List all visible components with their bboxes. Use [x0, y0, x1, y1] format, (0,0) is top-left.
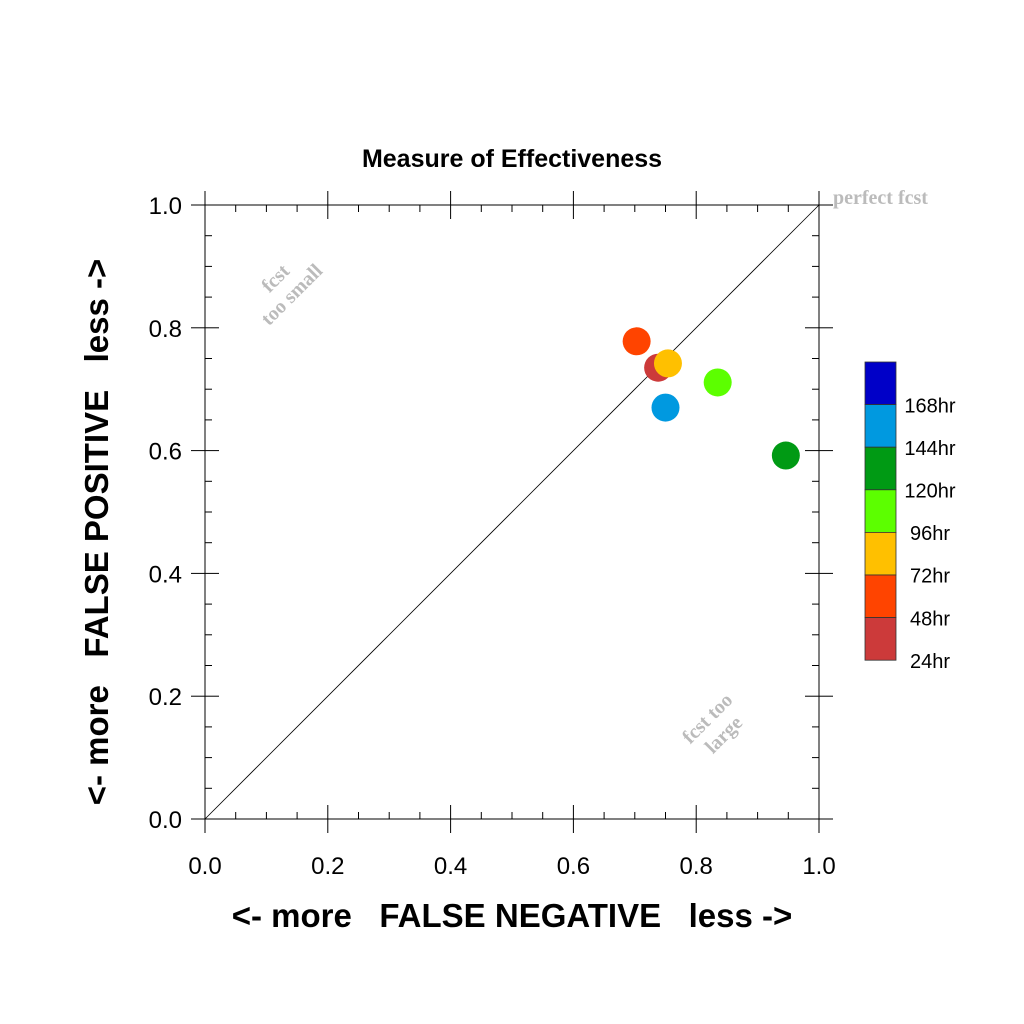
legend-swatch-120hr [864, 446, 897, 491]
legend-swatch-144hr [864, 404, 897, 448]
legend-label-96hr: 96hr [910, 523, 950, 545]
y-tick-label: 0.4 [149, 561, 182, 588]
point-120hr [771, 441, 800, 470]
y-tick-label: 1.0 [149, 193, 182, 220]
legend-label-168hr: 168hr [904, 395, 955, 417]
legend-label-72hr: 72hr [910, 566, 950, 588]
x-axis-label: <- more FALSE NEGATIVE less -> [232, 897, 793, 934]
legend-label-48hr: 48hr [910, 608, 950, 630]
legend-swatch-168hr [864, 361, 897, 405]
y-axis-label: <- more FALSE POSITIVE less -> [78, 259, 115, 806]
legend: 168hr 144hr 120hr 96hr 72hr 48hr 24hr [864, 361, 956, 673]
legend-swatch-96hr [864, 489, 897, 533]
chart-title: Measure of Effectiveness [362, 145, 662, 173]
point-72hr [653, 349, 682, 378]
x-tick-label: 1.0 [802, 853, 835, 880]
legend-swatch-72hr [864, 532, 897, 576]
point-48hr [622, 327, 651, 356]
x-tick-label: 0.6 [557, 853, 590, 880]
perfect-forecast-annotation: perfect fcst [833, 187, 928, 209]
x-tick-label: 0.8 [680, 853, 713, 880]
legend-label-120hr: 120hr [904, 481, 955, 503]
y-tick-label: 0.2 [149, 684, 182, 711]
legend-label-144hr: 144hr [904, 438, 955, 460]
perfect-forecast-line [204, 204, 820, 820]
point-96hr [703, 368, 732, 397]
x-tick-label: 0.4 [434, 853, 467, 880]
x-tick-label: 0.2 [311, 853, 344, 880]
legend-swatch-24hr [864, 617, 897, 661]
y-tick-label: 0.8 [149, 316, 182, 343]
y-tick-label: 0.0 [149, 807, 182, 834]
legend-label-24hr: 24hr [910, 651, 950, 673]
legend-swatch-48hr [864, 574, 897, 618]
y-tick-label: 0.6 [149, 439, 182, 466]
x-tick-label: 0.0 [188, 853, 221, 880]
point-144hr [651, 393, 680, 422]
